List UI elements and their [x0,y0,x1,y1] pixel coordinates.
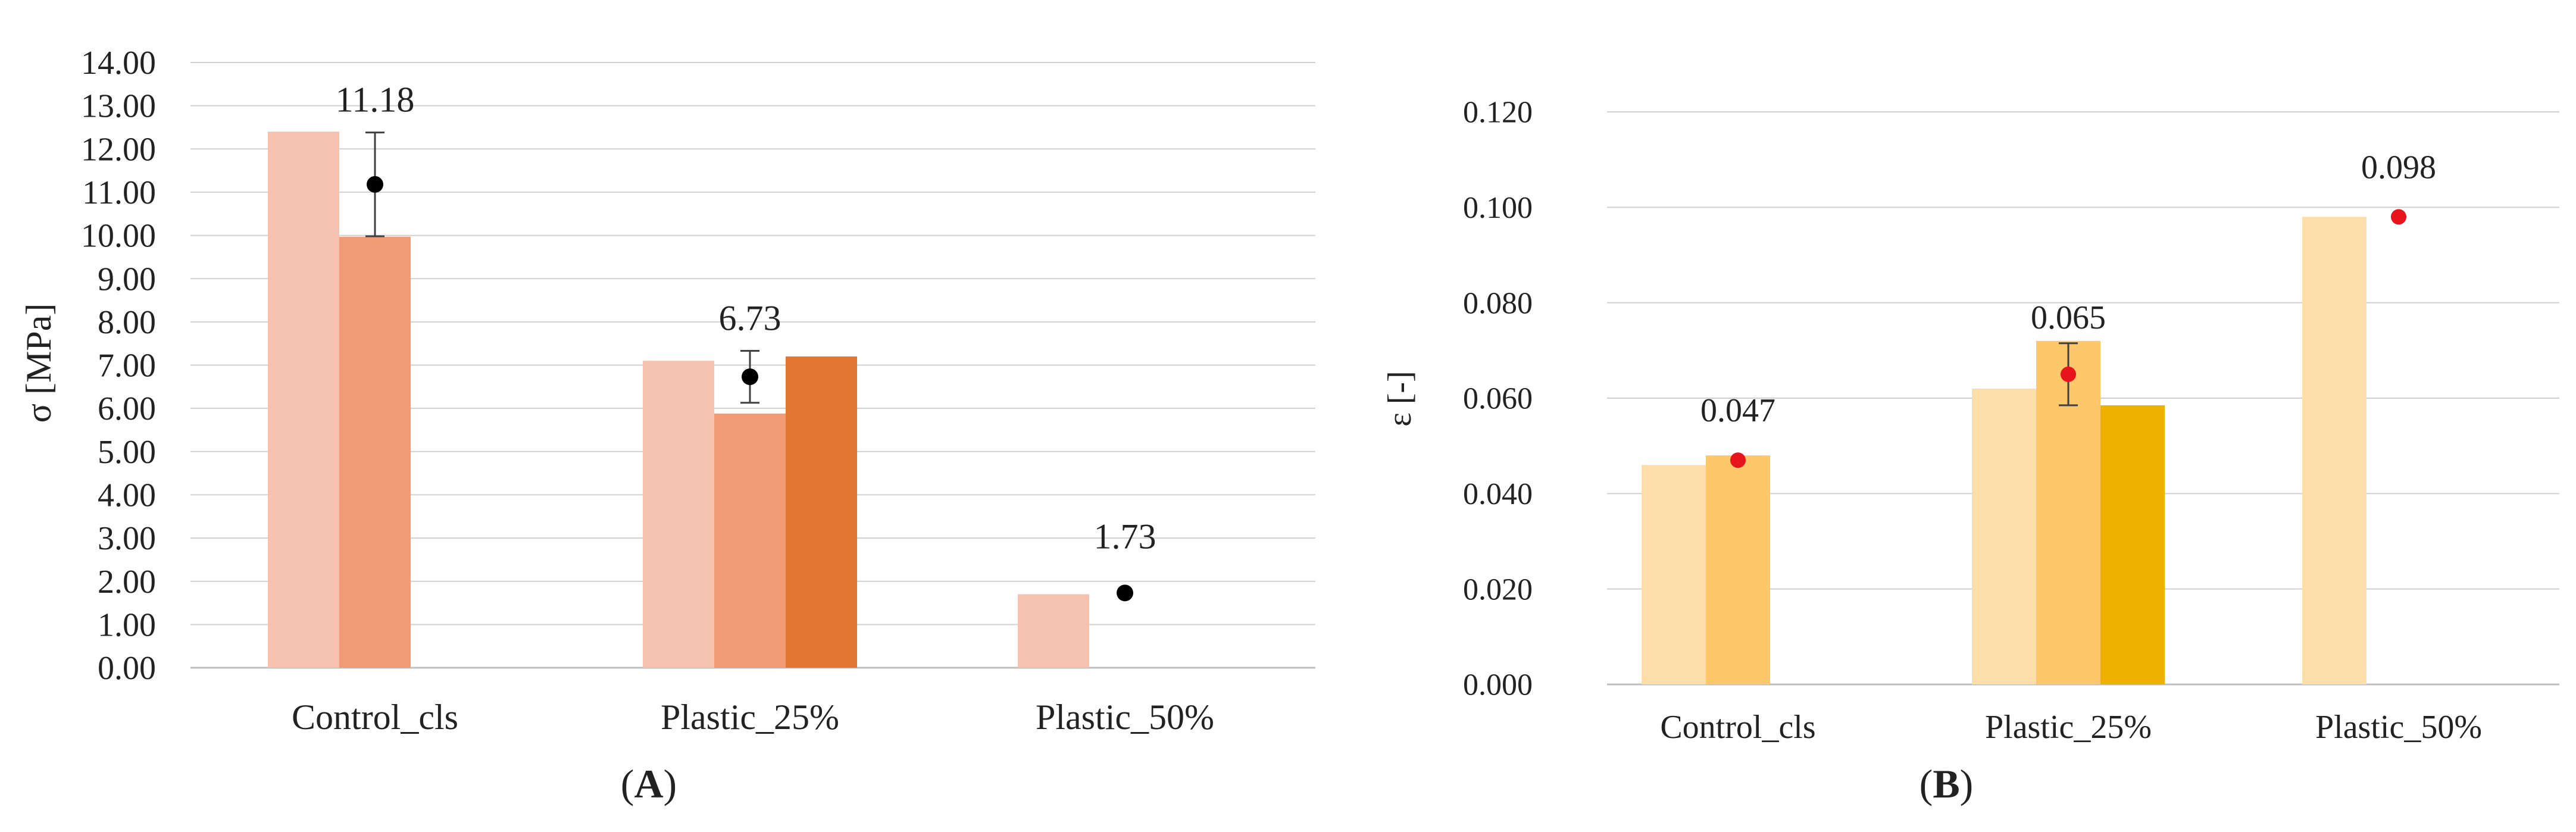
panel-label: (A) [621,761,677,806]
y-tick-label: 2.00 [98,564,156,600]
mean-data-label: 11.18 [336,80,415,120]
mean-data-label: 0.065 [2031,299,2106,336]
y-tick-label: 0.080 [1463,286,1533,320]
y-tick-label: 5.00 [98,434,156,471]
bar-plastic-50--s1 [1018,594,1089,668]
x-category-label: Plastic_50% [2315,709,2482,746]
bar-plastic-25--s1 [643,361,714,668]
y-tick-label: 11.00 [82,174,156,211]
mean-marker [1730,452,1746,468]
panel-label: (B) [1920,761,1974,806]
mean-marker [742,368,758,386]
bar-control-cls-s2 [339,236,411,668]
y-tick-label: 12.00 [81,131,156,168]
bar-control-cls-s1 [1642,465,1706,684]
bar-plastic-50--s1 [2302,217,2366,684]
y-tick-label: 0.00 [98,650,156,687]
y-axis-label: ε [-] [1381,371,1418,426]
mean-marker [2061,366,2076,382]
y-tick-label: 0.040 [1463,477,1533,511]
mean-data-label: 1.73 [1094,517,1156,556]
y-tick-label: 0.120 [1463,96,1533,130]
y-tick-label: 0.060 [1463,382,1533,416]
y-tick-label: 4.00 [98,477,156,514]
x-category-label: Plastic_25% [1985,709,2152,746]
x-category-label: Control_cls [292,697,458,737]
mean-marker [367,176,383,193]
x-category-label: Plastic_25% [661,697,839,737]
y-tick-label: 6.00 [98,390,156,427]
x-category-label: Plastic_50% [1036,697,1214,737]
chart-panel-a: 0.00 1.00 2.00 3.00 4.00 5.00 6.00 7.00 8.00 9.00… [19,45,1315,806]
chart-panel-b: 0.000 0.020 0.040 0.060 0.080 0.100 0.120 ε [-]… [1327,0,2576,832]
mean-data-label: 0.047 [1700,392,1775,429]
y-tick-label: 14.00 [81,45,156,82]
y-tick-label: 10.00 [81,218,156,255]
y-tick-label: 0.100 [1463,191,1533,225]
mean-marker [1117,584,1133,602]
y-tick-label: 0.000 [1463,668,1533,702]
bar-plastic-25--s2 [714,413,786,668]
y-tick-label: 1.00 [98,606,156,643]
x-category-label: Control_cls [1660,709,1815,746]
bar-control-cls-s2 [1706,455,1770,684]
mean-data-label: 0.098 [2361,149,2436,186]
y-tick-label: 9.00 [98,261,156,298]
bar-plastic-25--s3 [2100,405,2165,684]
y-axis-label: σ [MPa] [19,304,58,423]
y-tick-label: 7.00 [98,348,156,384]
y-tick-label: 13.00 [81,88,156,125]
y-tick-label: 8.00 [98,304,156,341]
bar-plastic-25--s1 [1972,388,2036,684]
y-tick-label: 0.020 [1463,573,1533,606]
y-tick-label: 3.00 [98,520,156,557]
mean-data-label: 6.73 [719,299,781,338]
bar-plastic-25--s3 [786,356,857,668]
stress-chart: 0.00 1.00 2.00 3.00 4.00 5.00 6.00 7.00 8.00 9.00… [19,45,1315,806]
strain-chart: 0.000 0.020 0.040 0.060 0.080 0.100 0.120 ε [-]… [1381,96,2559,806]
mean-marker [2391,209,2406,225]
bar-control-cls-s1 [268,132,339,668]
